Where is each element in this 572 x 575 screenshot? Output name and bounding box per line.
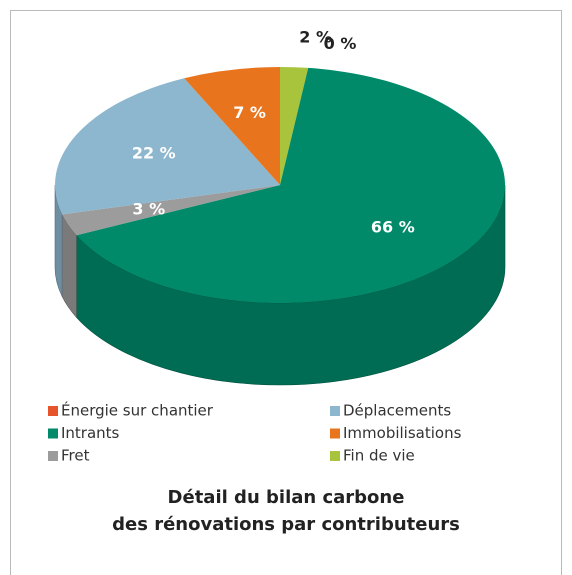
legend-label: Intrants	[61, 424, 120, 442]
legend-swatch	[48, 428, 58, 439]
legend-swatch	[48, 406, 58, 416]
data-label: 66 %	[371, 218, 415, 237]
legend-label: Fret	[61, 447, 90, 465]
data-label: 2 %	[299, 27, 332, 46]
slice	[280, 67, 309, 185]
legend-swatch	[330, 428, 340, 439]
chart-title: Détail du bilan carbone	[168, 487, 405, 508]
legend-swatch	[330, 451, 340, 461]
data-label: 3 %	[132, 199, 165, 218]
legend-label: Immobilisations	[343, 424, 462, 442]
legend: Fin de vie Intrants Fret Déplacements Immobi…	[48, 401, 462, 465]
legend-label: Énergie sur chantier	[61, 401, 214, 420]
pie: 2 % 66 % 3 % 22 % 7 % 0 %	[54, 27, 506, 386]
legend-swatch	[330, 406, 340, 416]
chart-title: des rénovations par contributeurs	[112, 514, 460, 535]
legend-label: Déplacements	[343, 402, 451, 420]
slice	[76, 67, 505, 303]
legend-swatch	[48, 451, 58, 461]
slice	[55, 78, 281, 215]
slice	[184, 67, 280, 185]
data-label: 22 %	[132, 143, 176, 162]
slice	[62, 185, 281, 236]
data-label: 0 %	[324, 34, 357, 53]
legend-label: Fin de vie	[343, 447, 415, 465]
data-label: 7 %	[233, 103, 266, 122]
